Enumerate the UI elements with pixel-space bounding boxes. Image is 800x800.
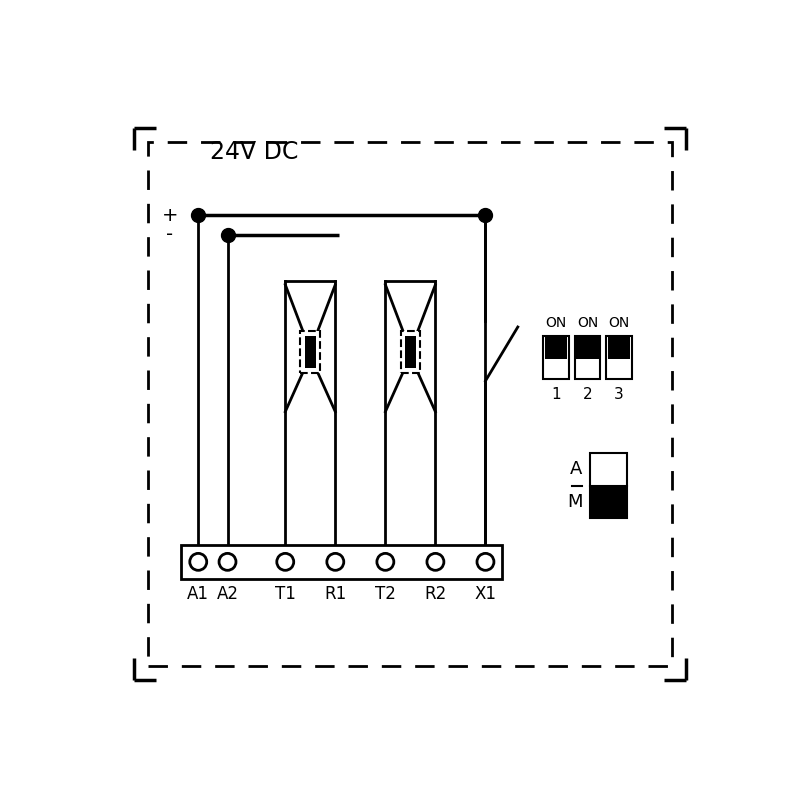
Bar <box>545 336 567 358</box>
Text: M: M <box>567 493 582 510</box>
Text: 1: 1 <box>551 387 561 402</box>
Bar <box>574 336 600 379</box>
Circle shape <box>190 554 206 570</box>
Text: T2: T2 <box>375 585 396 603</box>
Text: 3: 3 <box>614 387 624 402</box>
Bar <box>148 142 672 666</box>
Bar <box>401 331 420 373</box>
Text: ON: ON <box>577 316 598 330</box>
Bar <box>590 486 627 518</box>
Bar <box>405 336 416 368</box>
Bar <box>182 545 502 578</box>
Text: X1: X1 <box>474 585 497 603</box>
Bar <box>543 336 569 379</box>
Bar <box>590 454 627 518</box>
Text: A: A <box>570 461 582 478</box>
Bar <box>305 336 315 368</box>
Circle shape <box>477 554 494 570</box>
Text: R1: R1 <box>324 585 346 603</box>
Text: A2: A2 <box>217 585 238 603</box>
Circle shape <box>377 554 394 570</box>
Text: T1: T1 <box>275 585 296 603</box>
Bar <box>606 336 632 379</box>
Bar <box>576 336 598 358</box>
Text: R2: R2 <box>424 585 446 603</box>
Text: +: + <box>162 206 178 225</box>
Text: ON: ON <box>609 316 630 330</box>
Circle shape <box>327 554 344 570</box>
Text: 2: 2 <box>582 387 592 402</box>
Circle shape <box>277 554 294 570</box>
Circle shape <box>427 554 444 570</box>
Text: -: - <box>166 225 174 244</box>
Text: 24V DC: 24V DC <box>210 140 298 164</box>
Text: A1: A1 <box>187 585 210 603</box>
Bar <box>301 331 320 373</box>
Circle shape <box>219 554 236 570</box>
Bar <box>608 336 630 358</box>
Text: ON: ON <box>546 316 566 330</box>
